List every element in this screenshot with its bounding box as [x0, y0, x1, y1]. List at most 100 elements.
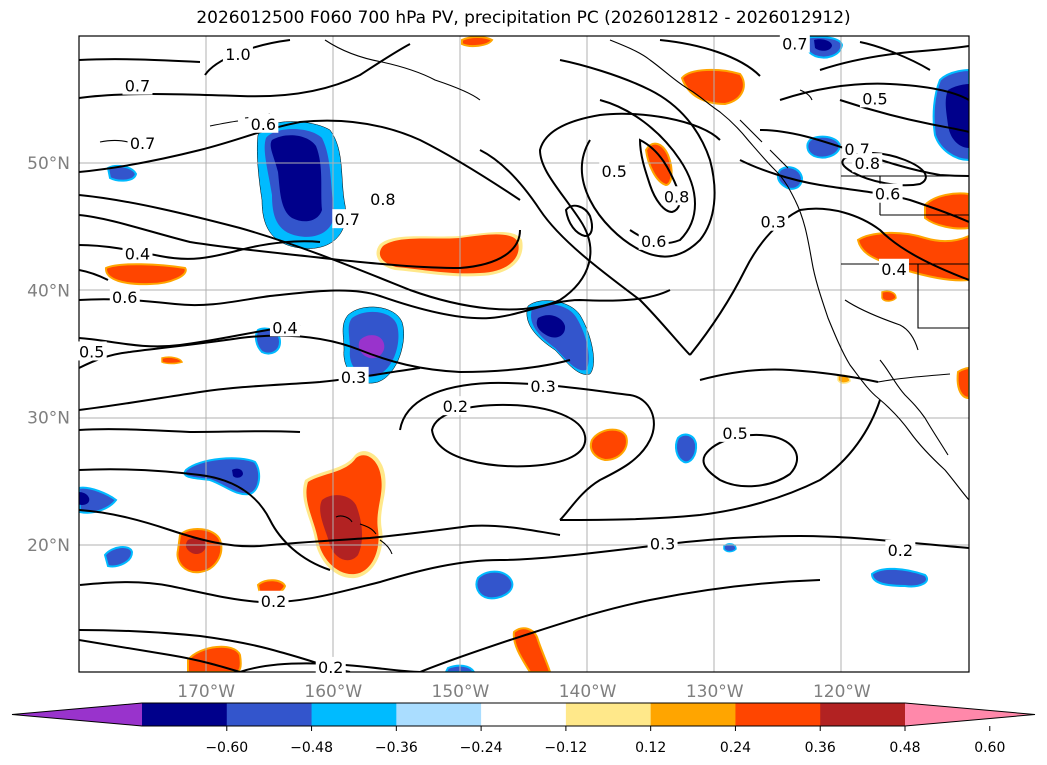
contour-label-bg: [647, 533, 678, 553]
longitude-label: 170°W: [177, 682, 235, 702]
colorbar-tick-label: 0.12: [635, 740, 666, 756]
map-title: 2026012500 F060 700 hPa PV, precipitatio…: [196, 8, 851, 28]
precip-blob: [106, 165, 138, 182]
contour-label-bg: [338, 366, 369, 386]
contour-label: 0.3: [341, 368, 366, 387]
contour-label: 0.2: [888, 541, 913, 560]
longitude-labels: 170°W 160°W 150°W 140°W 130°W 120°W: [177, 682, 871, 702]
precip-blob: [232, 468, 243, 478]
precip-blob: [103, 546, 134, 568]
graticule: [79, 36, 969, 672]
colorbar-outline: [11, 702, 1036, 727]
contour-label: 0.6: [251, 115, 276, 134]
precip-blob: [881, 290, 897, 302]
colorbar-lower-extension: [12, 703, 142, 726]
precip-blob: [79, 492, 90, 505]
longitude-label: 150°W: [432, 682, 490, 702]
precip-blob: [270, 135, 322, 222]
longitude-label: 160°W: [304, 682, 362, 702]
contour-label-bg: [248, 113, 279, 133]
contour-label: 0.7: [130, 134, 155, 153]
colorbar-segment: [142, 703, 228, 726]
contour-label: 0.5: [722, 424, 747, 443]
contour-label: 0.2: [261, 592, 286, 611]
contour-label-bg: [852, 153, 883, 173]
contour-label: 1.0: [225, 45, 250, 64]
contour-labels: 1.0 0.7 0.7 0.6 0.7 0.5 0.7 0.8 0.6 0.4 0.5 0.8 0.6 0…: [76, 33, 916, 677]
contour-label-bg: [599, 160, 630, 180]
colorbar: [11, 702, 1036, 727]
precip-blob: [105, 263, 187, 286]
contour-label-bg: [878, 258, 909, 278]
colorbar-segment: [650, 703, 736, 726]
contour-label: 0.7: [335, 210, 360, 229]
precip-blob: [512, 627, 552, 672]
contour-label: 0.3: [650, 535, 675, 554]
precip-blob: [924, 192, 969, 230]
colorbar-tick-label: −0.48: [290, 740, 333, 756]
contour-label-bg: [779, 33, 810, 53]
map-frame: [78, 35, 970, 673]
precip-blob: [814, 39, 832, 51]
pv-contours: [79, 39, 969, 672]
precip-blob: [723, 543, 737, 553]
contour-label: 0.2: [318, 658, 343, 677]
precip-blob: [79, 486, 118, 514]
colorbar-segment: [311, 703, 397, 726]
colorbar-tick-label: −0.60: [205, 740, 248, 756]
colorbar-tick-label: −0.36: [375, 740, 418, 756]
colorbar-segment: [481, 703, 567, 726]
contour-label: 0.8: [855, 154, 880, 173]
contour-label: 0.4: [881, 260, 906, 279]
contour-label: 0.8: [664, 187, 689, 206]
precip-blob: [320, 495, 363, 561]
contour-label: 0.6: [641, 232, 666, 251]
contour-label: 0.6: [112, 288, 137, 307]
colorbar-segment: [735, 703, 821, 726]
colorbar-segment: [226, 703, 313, 726]
contour-label-bg: [315, 656, 346, 676]
colorbar-ticks: −0.60 −0.48 −0.36 −0.24 −0.12 0.12 0.24 0.36 0.4…: [205, 726, 1005, 756]
precip-blob: [183, 457, 261, 496]
contour-label-bg: [638, 230, 669, 250]
colorbar-tick-label: 0.60: [974, 740, 1005, 756]
precip-blob: [475, 570, 514, 600]
contour-label-bg: [122, 75, 153, 95]
contour-label-bg: [367, 188, 398, 208]
contour-label-bg: [528, 375, 559, 395]
contour-label-bg: [661, 186, 692, 206]
contour-label: 0.7: [782, 35, 807, 54]
latitude-label: 40°N: [27, 281, 70, 301]
contour-label: 0.3: [760, 213, 785, 232]
contour-label: 0.2: [443, 397, 468, 416]
contour-label-bg: [332, 209, 363, 229]
contour-label-bg: [720, 422, 751, 442]
longitude-label: 130°W: [686, 682, 744, 702]
colorbar-tick-label: 0.48: [889, 740, 920, 756]
precip-blob: [680, 68, 745, 106]
colorbar-segment: [820, 703, 906, 726]
contour-label-bg: [109, 286, 140, 306]
contour-label: 0.8: [370, 190, 395, 209]
colorbar-upper-extension: [905, 703, 1035, 726]
contour-label: 0.5: [602, 162, 627, 181]
contour-label-bg: [859, 88, 890, 108]
precip-blob: [956, 366, 969, 400]
contour-label-bg: [76, 341, 107, 361]
contour-label-bg: [127, 132, 158, 152]
precip-blob: [185, 537, 206, 555]
colorbar-tick-label: 0.36: [805, 740, 836, 756]
colorbar-tick-label: −0.12: [544, 740, 587, 756]
precipitation-shading: [79, 36, 969, 672]
precip-blob: [675, 433, 698, 464]
contour-label-bg: [758, 211, 789, 231]
contour-label: 0.6: [875, 185, 900, 204]
colorbar-segment: [396, 703, 482, 726]
colorbar-tick-label: −0.24: [460, 740, 503, 756]
contour-label-bg: [885, 539, 916, 559]
contour-label-bg: [269, 317, 300, 337]
latitude-label: 20°N: [27, 536, 70, 556]
precip-blob: [806, 135, 842, 159]
contour-label: 0.5: [862, 89, 887, 108]
